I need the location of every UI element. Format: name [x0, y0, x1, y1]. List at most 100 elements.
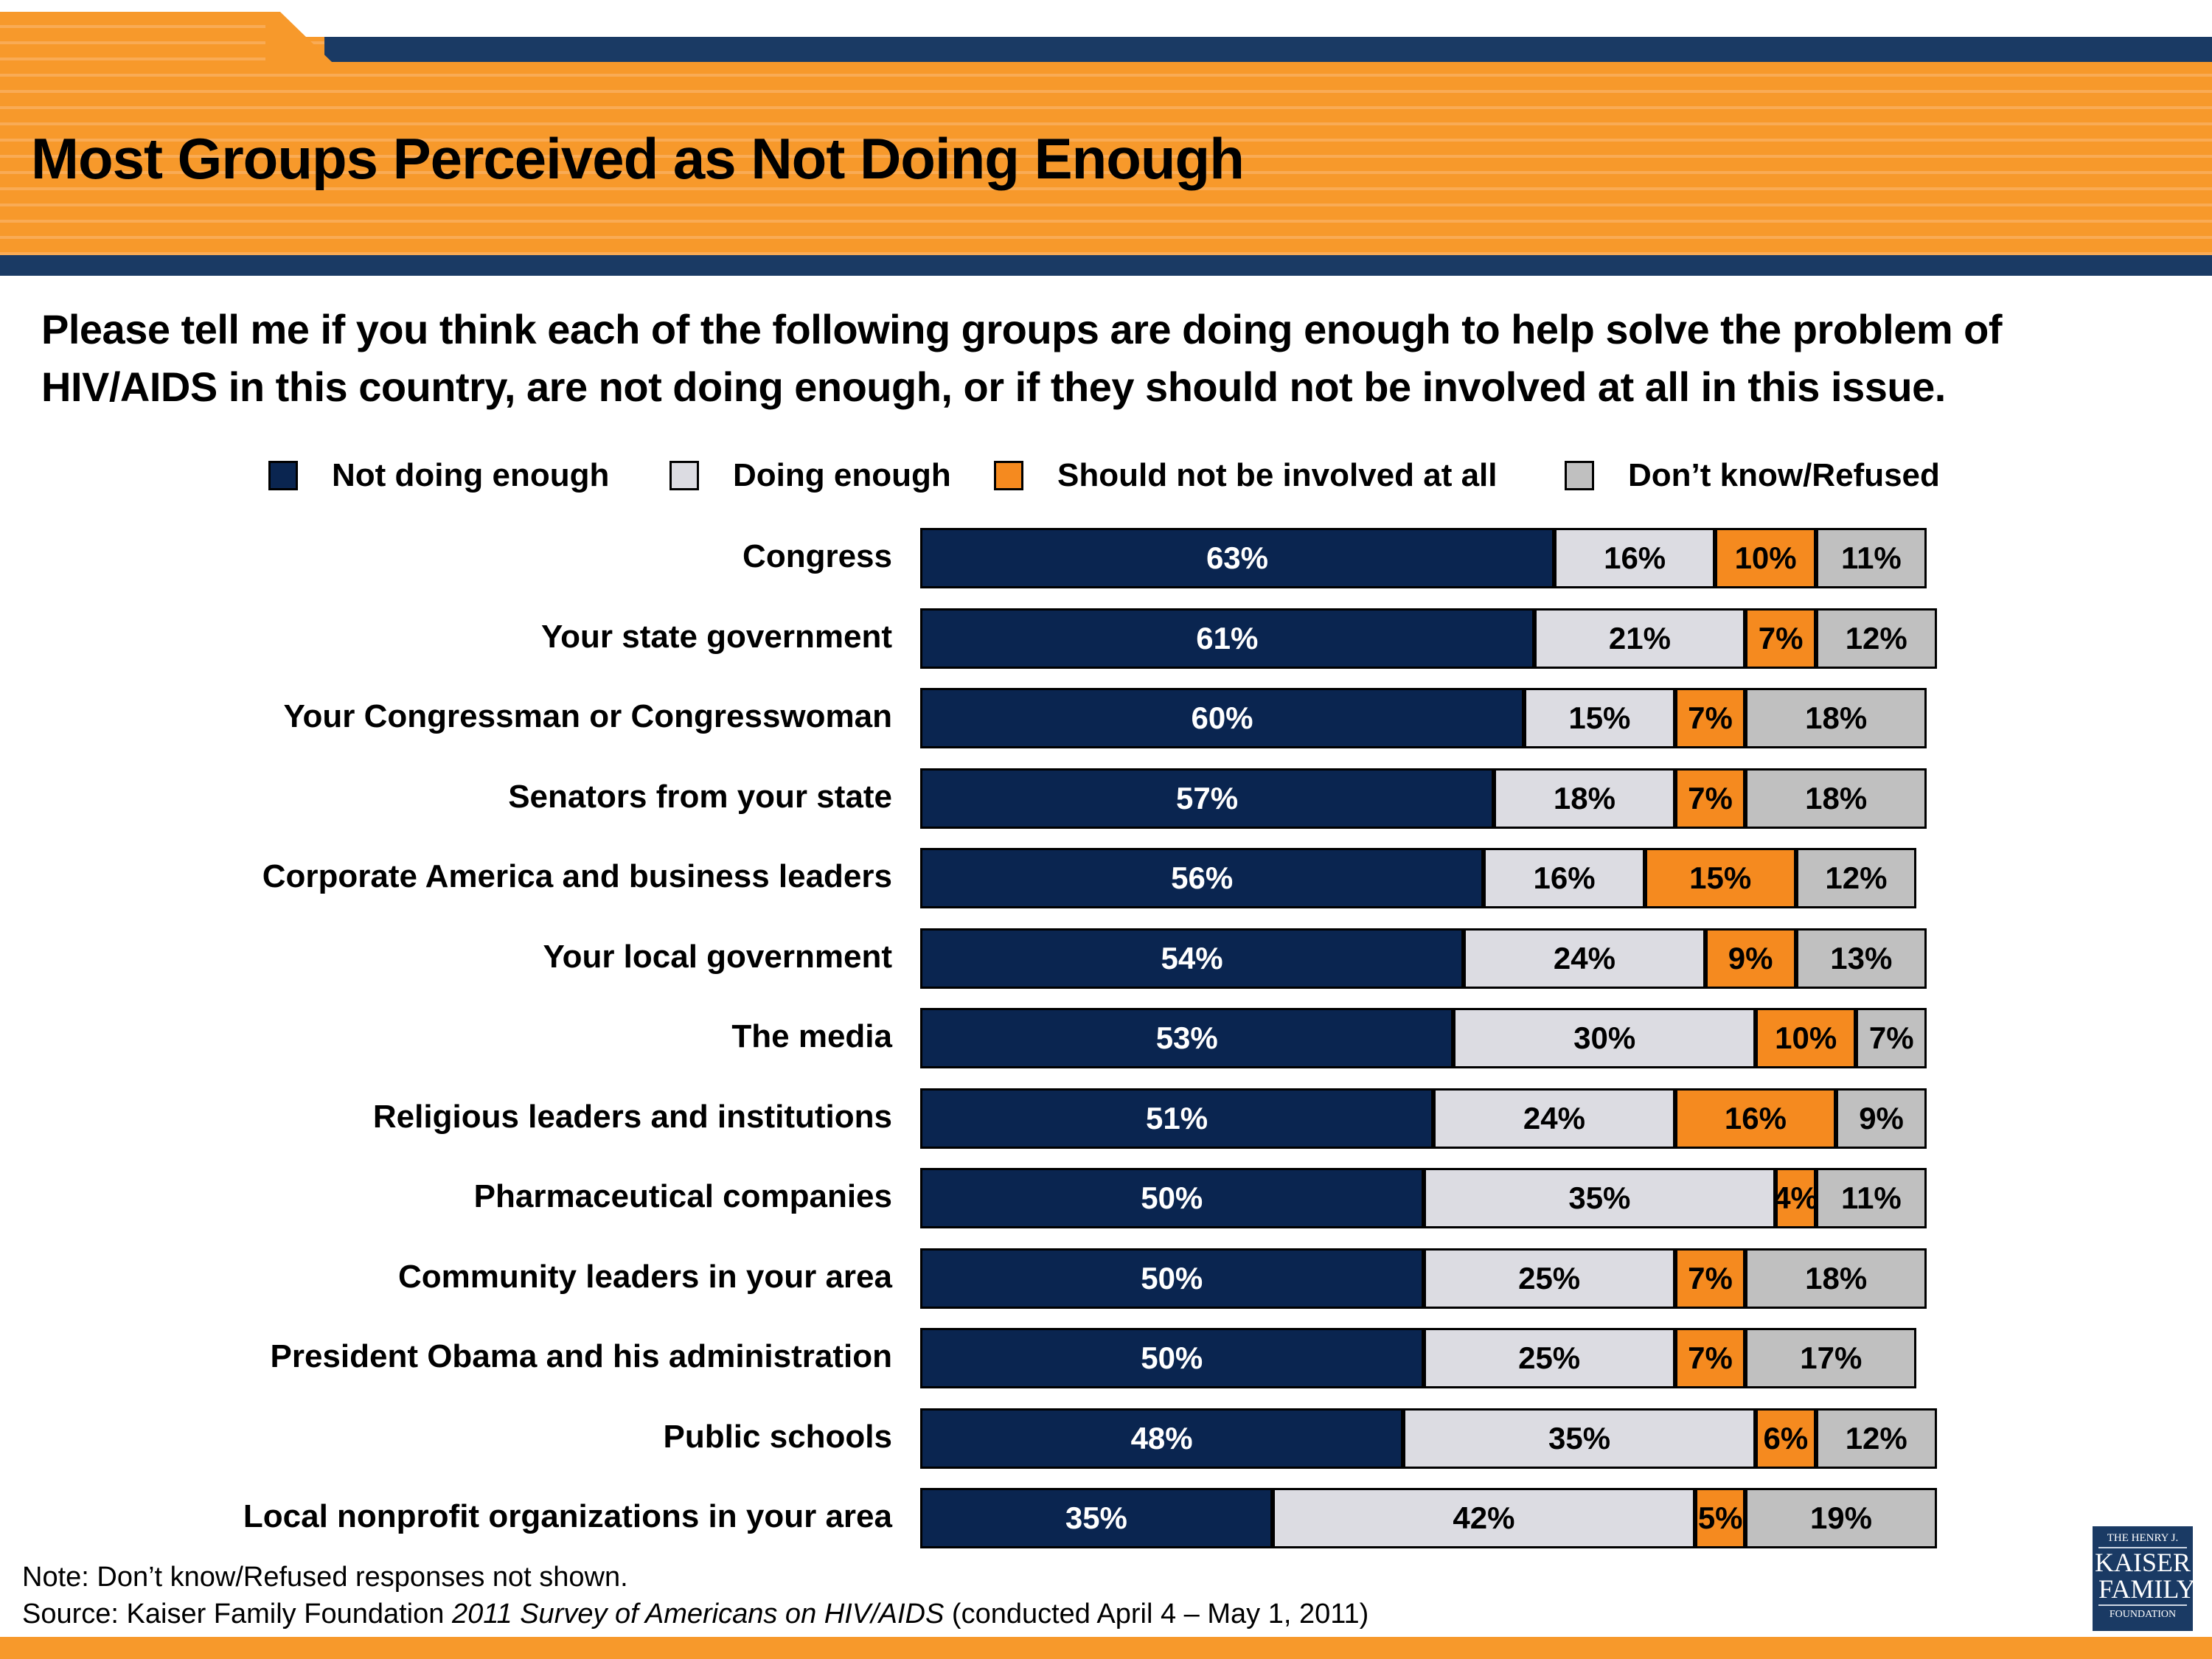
- footnote: Note: Don’t know/Refused responses not s…: [22, 1562, 628, 1593]
- bar-segment-doing-enough: 25%: [1423, 1248, 1675, 1309]
- category-label-corporate-america-and-business-leaders: Corporate America and business leaders: [262, 858, 892, 894]
- data-label: 12%: [1845, 1420, 1907, 1455]
- logo-line-1: THE HENRY J.: [2098, 1532, 2187, 1548]
- data-label: 4%: [1773, 1180, 1818, 1215]
- bar-segment-should-not-be-involved-at-all: 5%: [1695, 1488, 1746, 1548]
- data-label: 10%: [1734, 540, 1797, 575]
- data-label: 25%: [1518, 1260, 1581, 1295]
- bar-segment-don-t-know-refused: 18%: [1745, 768, 1927, 829]
- data-label: 12%: [1825, 860, 1888, 895]
- data-label: 18%: [1805, 780, 1868, 815]
- bar-segment-should-not-be-involved-at-all: 15%: [1644, 848, 1796, 908]
- category-label-religious-leaders-and-institutions: Religious leaders and institutions: [372, 1098, 892, 1135]
- bar-segment-doing-enough: 24%: [1433, 1088, 1675, 1149]
- data-label: 24%: [1553, 940, 1615, 975]
- data-label: 53%: [1155, 1020, 1218, 1055]
- bar-segment-don-t-know-refused: 17%: [1745, 1328, 1917, 1388]
- bar-segment-don-t-know-refused: 18%: [1745, 1248, 1927, 1309]
- data-label: 15%: [1689, 860, 1752, 895]
- bar-segment-don-t-know-refused: 19%: [1745, 1488, 1937, 1548]
- legend-item-dont-know-refused: Don’t know/Refused: [1565, 457, 1940, 494]
- bar-segment-don-t-know-refused: 12%: [1795, 848, 1917, 908]
- bar-segment-should-not-be-involved-at-all: 9%: [1705, 928, 1796, 989]
- bar-segment-should-not-be-involved-at-all: 7%: [1674, 768, 1746, 829]
- bar-segment-not-doing-enough: 51%: [920, 1088, 1434, 1149]
- survey-question: Please tell me if you think each of the …: [41, 306, 2003, 410]
- data-label: 48%: [1130, 1420, 1193, 1455]
- source-citation: Source: Kaiser Family Foundation 2011 Su…: [22, 1599, 1368, 1630]
- bar-segment-don-t-know-refused: 7%: [1856, 1008, 1927, 1068]
- legend-swatch: [994, 461, 1023, 490]
- bar-segment-should-not-be-involved-at-all: 7%: [1674, 1328, 1746, 1388]
- legend-swatch: [669, 461, 699, 490]
- category-label-public-schools: Public schools: [663, 1418, 892, 1455]
- bar-segment-not-doing-enough: 54%: [920, 928, 1464, 989]
- page-title: Most Groups Perceived as Not Doing Enoug…: [31, 126, 1245, 191]
- data-label: 50%: [1141, 1340, 1203, 1375]
- header-navy-stripe-bottom: [0, 255, 2212, 276]
- bar-segment-should-not-be-involved-at-all: 10%: [1715, 528, 1816, 588]
- legend-item-not-doing-enough: Not doing enough: [268, 457, 609, 494]
- bar-segment-should-not-be-involved-at-all: 10%: [1755, 1008, 1857, 1068]
- data-label: 12%: [1845, 620, 1907, 655]
- bar-segment-doing-enough: 35%: [1423, 1168, 1776, 1228]
- data-label: 16%: [1533, 860, 1596, 895]
- data-label: 7%: [1688, 780, 1733, 815]
- bar-segment-doing-enough: 35%: [1403, 1408, 1756, 1469]
- bar-segment-not-doing-enough: 63%: [920, 528, 1554, 588]
- data-label: 35%: [1548, 1420, 1611, 1455]
- data-label: 16%: [1604, 540, 1666, 575]
- category-label-your-congressman-or-congresswoman: Your Congressman or Congresswoman: [283, 698, 892, 734]
- data-label: 63%: [1206, 540, 1268, 575]
- bar-segment-doing-enough: 18%: [1494, 768, 1675, 829]
- data-label: 54%: [1161, 940, 1223, 975]
- legend-swatch: [268, 461, 298, 490]
- data-label: 50%: [1141, 1260, 1203, 1295]
- data-label: 50%: [1141, 1180, 1203, 1215]
- bar-segment-don-t-know-refused: 9%: [1836, 1088, 1927, 1149]
- bar-segment-not-doing-enough: 35%: [920, 1488, 1273, 1548]
- bar-segment-should-not-be-involved-at-all: 4%: [1773, 1168, 1818, 1228]
- data-label: 18%: [1805, 700, 1868, 735]
- category-label-congress: Congress: [742, 538, 892, 574]
- bar-segment-doing-enough: 30%: [1453, 1008, 1756, 1068]
- data-label: 19%: [1809, 1500, 1872, 1535]
- data-label: 51%: [1146, 1100, 1208, 1135]
- logo-line-3: FAMILY: [2098, 1576, 2196, 1606]
- data-label: 35%: [1065, 1500, 1127, 1535]
- bar-segment-don-t-know-refused: 11%: [1815, 1168, 1927, 1228]
- bar-segment-not-doing-enough: 56%: [920, 848, 1484, 908]
- legend-label: Don’t know/Refused: [1628, 457, 1940, 493]
- category-label-president-obama-and-his-administration: President Obama and his administration: [270, 1338, 892, 1374]
- legend-label: Doing enough: [733, 457, 951, 493]
- bar-segment-not-doing-enough: 50%: [920, 1168, 1424, 1228]
- data-label: 9%: [1728, 940, 1773, 975]
- legend-item-doing-enough: Doing enough: [669, 457, 951, 494]
- bar-segment-doing-enough: 16%: [1484, 848, 1645, 908]
- legend-swatch: [1565, 461, 1594, 490]
- bar-segment-should-not-be-involved-at-all: 7%: [1745, 608, 1816, 669]
- logo-line-4: FOUNDATION: [2109, 1609, 2177, 1620]
- bar-segment-not-doing-enough: 60%: [920, 688, 1524, 748]
- data-label: 61%: [1196, 620, 1259, 655]
- legend-label: Should not be involved at all: [1057, 457, 1498, 493]
- bar-segment-don-t-know-refused: 12%: [1815, 608, 1937, 669]
- data-label: 16%: [1724, 1100, 1787, 1135]
- bar-segment-doing-enough: 25%: [1423, 1328, 1675, 1388]
- data-label: 56%: [1171, 860, 1234, 895]
- data-label: 18%: [1805, 1260, 1868, 1295]
- category-label-the-media: The media: [731, 1018, 892, 1054]
- category-label-your-local-government: Your local government: [543, 938, 893, 975]
- bar-segment-don-t-know-refused: 11%: [1815, 528, 1927, 588]
- data-label: 7%: [1688, 700, 1733, 735]
- data-label: 7%: [1758, 620, 1804, 655]
- bar-segment-should-not-be-involved-at-all: 7%: [1674, 688, 1746, 748]
- data-label: 5%: [1697, 1500, 1743, 1535]
- data-label: 15%: [1568, 700, 1631, 735]
- data-label: 13%: [1830, 940, 1893, 975]
- bar-segment-doing-enough: 21%: [1534, 608, 1746, 669]
- data-label: 18%: [1553, 780, 1615, 815]
- bar-segment-not-doing-enough: 50%: [920, 1248, 1424, 1309]
- category-label-local-nonprofit-organizations-in-your-area: Local nonprofit organizations in your ar…: [243, 1498, 892, 1534]
- legend-item-should-not-be-involved: Should not be involved at all: [994, 457, 1498, 494]
